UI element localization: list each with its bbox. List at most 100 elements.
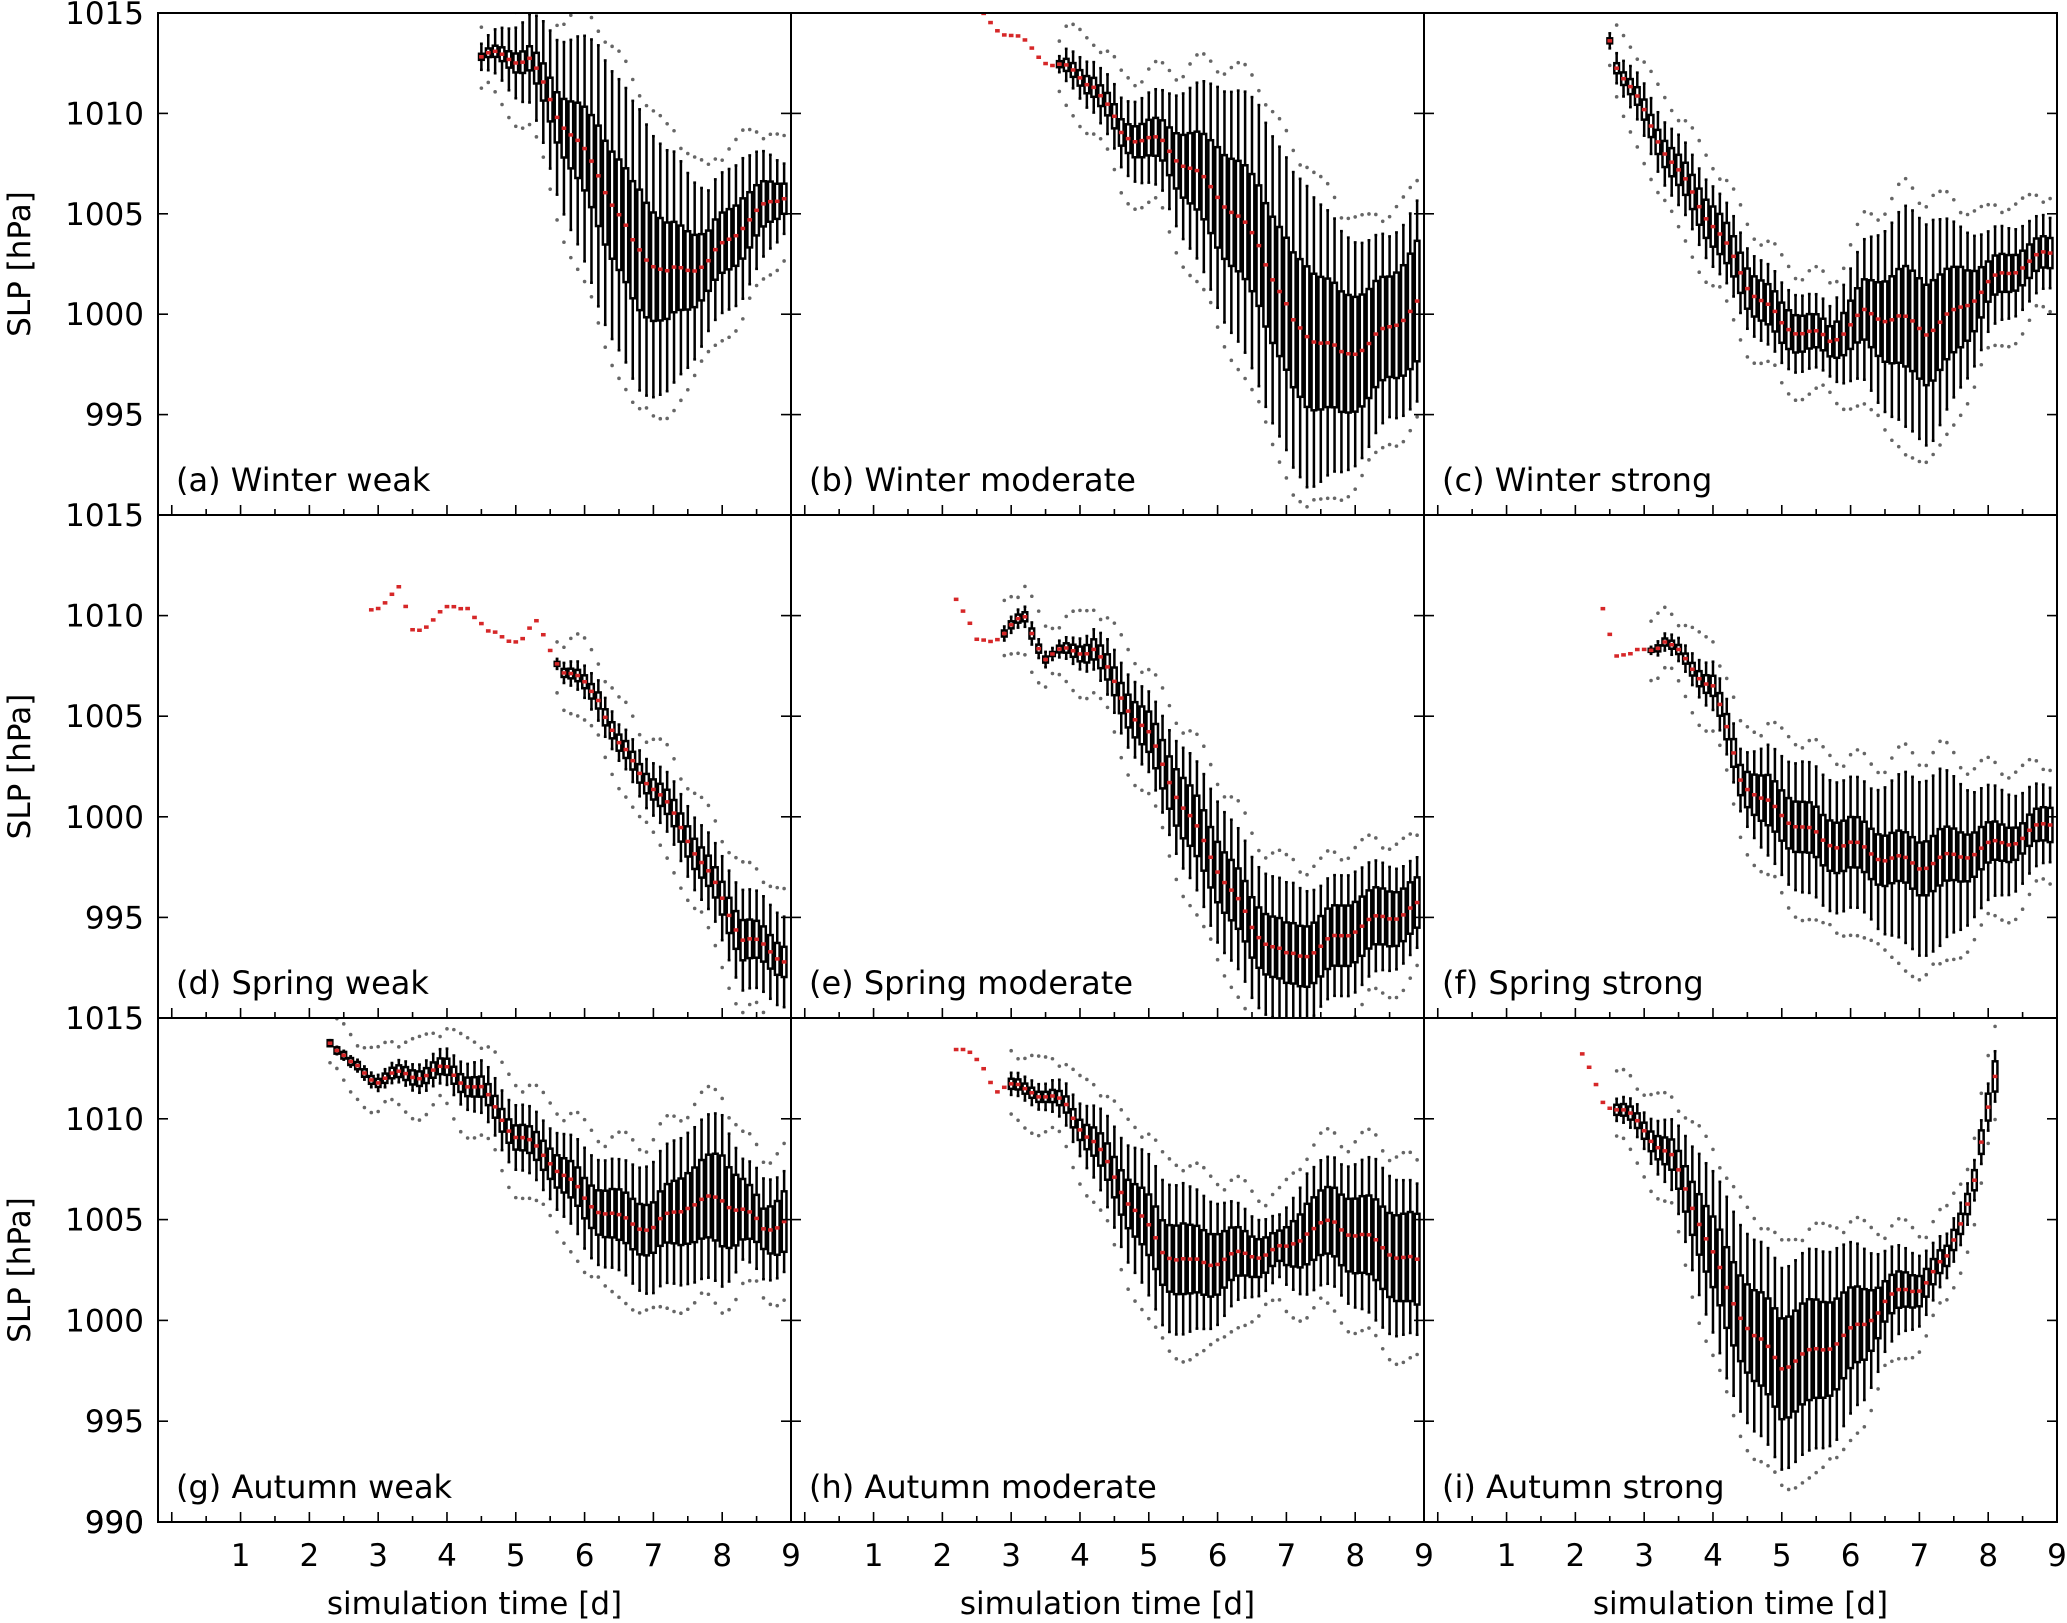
flier-point <box>1016 651 1020 656</box>
flier-point <box>520 1090 525 1094</box>
panel-label: (h) Autumn moderate <box>809 1468 1157 1506</box>
flier-point <box>569 711 573 716</box>
flier-point <box>2041 767 2046 772</box>
flier-point <box>658 843 663 847</box>
flier-point <box>603 1284 608 1288</box>
flier-point <box>1250 831 1254 835</box>
flier-point <box>1690 255 1695 259</box>
flier-point <box>1642 161 1646 166</box>
flier-point <box>1821 383 1825 387</box>
flier-point <box>1683 694 1688 699</box>
flier-point <box>562 22 566 27</box>
flier-point <box>1401 836 1406 841</box>
flier-point <box>1146 667 1151 672</box>
flier-point <box>1807 1227 1812 1231</box>
flier-point <box>541 1090 546 1095</box>
flier-point <box>1917 459 1922 464</box>
flier-point <box>1291 1316 1296 1320</box>
flier-point <box>520 126 525 130</box>
flier-point <box>706 1292 711 1297</box>
flier-point <box>541 1202 546 1207</box>
flier-point <box>1724 1176 1729 1181</box>
flier-point <box>1174 78 1179 82</box>
flier-point <box>706 349 711 354</box>
flier-point <box>596 321 601 325</box>
flier-point <box>1663 1199 1667 1203</box>
flier-point <box>782 1298 786 1302</box>
flier-point <box>1738 718 1743 723</box>
flier-point <box>1002 598 1007 603</box>
flier-point <box>603 40 608 44</box>
flier-point <box>1367 833 1371 837</box>
flier-point <box>507 1185 511 1190</box>
flier-point <box>1236 995 1241 1000</box>
flier-point <box>1669 666 1674 671</box>
flier-point <box>1972 385 1977 389</box>
flier-point <box>1628 45 1633 49</box>
flier-point <box>1779 380 1784 385</box>
flier-point <box>1401 195 1406 199</box>
flier-point <box>630 1308 635 1312</box>
flier-point <box>630 400 635 405</box>
flier-point <box>699 910 704 914</box>
x-tick-label: 9 <box>2047 1538 2067 1574</box>
flier-point <box>403 1040 408 1045</box>
x-tick-label: 3 <box>368 1538 388 1574</box>
flier-point <box>1649 678 1653 683</box>
flier-point <box>1690 126 1695 130</box>
flier-point <box>1951 957 1956 962</box>
flier-point <box>1883 1363 1887 1368</box>
flier-point <box>507 1072 511 1077</box>
flier-point <box>1057 672 1062 677</box>
flier-point <box>569 13 573 18</box>
flier-point <box>734 855 738 860</box>
flier-point <box>1828 1457 1832 1461</box>
flier-point <box>1291 493 1296 497</box>
flier-point <box>1243 376 1247 381</box>
flier-point <box>1174 251 1179 255</box>
flier-point <box>576 7 580 11</box>
flier-point <box>1876 1232 1880 1237</box>
flier-point <box>713 1301 718 1305</box>
flier-point <box>500 0 504 2</box>
panel-label: (a) Winter weak <box>176 461 431 499</box>
flier-point <box>672 408 676 413</box>
flier-point <box>637 814 642 819</box>
flier-point <box>328 1014 332 1018</box>
flier-point <box>348 1032 353 1037</box>
flier-point <box>1387 1357 1392 1362</box>
flier-point <box>679 398 683 403</box>
flier-point <box>1408 428 1413 433</box>
flier-point <box>1841 266 1846 271</box>
flier-point <box>1202 52 1206 56</box>
flier-point <box>1690 625 1695 630</box>
panel-8-plot <box>1579 1024 1999 1492</box>
flier-point <box>610 1289 614 1294</box>
flier-point <box>1993 1024 1997 1029</box>
flier-point <box>1360 837 1364 842</box>
flier-point <box>1050 1056 1055 1061</box>
flier-point <box>1656 1197 1660 1201</box>
flier-point <box>1057 1064 1062 1068</box>
flier-point <box>1298 1048 1302 1052</box>
flier-point <box>644 820 649 825</box>
flier-point <box>1257 1199 1261 1204</box>
flier-point <box>1229 985 1234 990</box>
flier-point <box>1105 49 1110 54</box>
flier-point <box>1215 957 1220 962</box>
flier-point <box>1140 1135 1144 1139</box>
flier-point <box>493 90 497 94</box>
flier-point <box>1711 729 1715 733</box>
flier-point <box>1938 961 1942 966</box>
flier-point <box>1656 1091 1660 1095</box>
flier-point <box>741 317 745 321</box>
panel-3-plot <box>368 584 788 1015</box>
flier-point <box>1835 931 1839 935</box>
flier-point <box>1759 1459 1763 1464</box>
flier-point <box>1057 626 1062 630</box>
flier-point <box>1126 1117 1130 1122</box>
flier-point <box>692 791 697 796</box>
flier-point <box>1635 57 1640 61</box>
flier-point <box>1009 1048 1013 1053</box>
flier-point <box>1146 1132 1151 1136</box>
